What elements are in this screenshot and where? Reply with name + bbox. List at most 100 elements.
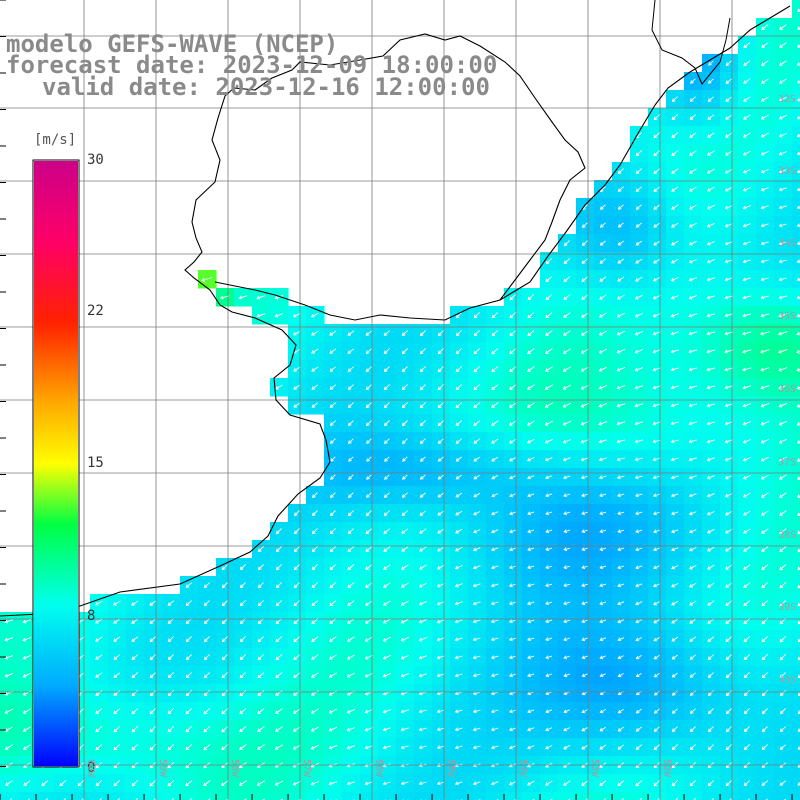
- wind-arrow: [617, 547, 625, 552]
- wind-arrow: [4, 708, 14, 714]
- wind-arrow: [473, 438, 481, 444]
- wind-arrow: [167, 600, 175, 606]
- wind-arrow: [742, 277, 751, 282]
- wind-arrow: [563, 529, 571, 534]
- colorbar-step: [34, 655, 78, 657]
- wind-arrow: [149, 600, 157, 606]
- wind-arrow: [526, 366, 535, 372]
- wind-arrow: [778, 313, 788, 318]
- colorbar-step: [34, 439, 78, 441]
- wind-arrow: [171, 797, 175, 800]
- wind-arrow: [328, 708, 337, 714]
- wind-arrow: [383, 330, 390, 336]
- wind-arrow: [455, 330, 462, 337]
- colorbar-step: [34, 739, 78, 741]
- wind-arrow: [545, 493, 553, 498]
- colorbar-step: [34, 417, 78, 419]
- wind-arrow: [401, 330, 408, 336]
- wind-arrow: [653, 204, 661, 210]
- wind-arrow: [779, 24, 787, 30]
- wind-arrow: [706, 349, 716, 354]
- wind-cell: [792, 144, 800, 163]
- wind-arrow: [779, 563, 787, 571]
- wind-arrow: [562, 439, 571, 444]
- colorbar-step: [34, 332, 78, 334]
- colorbar-step: [34, 438, 78, 440]
- wind-arrow: [796, 386, 800, 390]
- wind-arrow: [598, 366, 607, 372]
- colorbar-step: [34, 745, 78, 747]
- colorbar-step: [34, 371, 78, 373]
- wind-arrow: [293, 672, 301, 679]
- colorbar-step: [34, 357, 78, 359]
- wind-arrow: [472, 565, 481, 570]
- lat-label: 40S: [777, 675, 796, 686]
- wind-arrow: [707, 726, 714, 733]
- wind-arrow: [635, 529, 643, 534]
- wind-arrow: [256, 313, 266, 318]
- wind-arrow: [635, 240, 643, 246]
- colorbar-step: [34, 762, 78, 764]
- colorbar-step: [34, 689, 78, 691]
- colorbar-tick-15: 15: [87, 455, 104, 471]
- wind-arrow: [581, 222, 588, 228]
- colorbar-step: [34, 244, 78, 246]
- wind-arrow: [688, 439, 697, 444]
- colorbar-step: [34, 402, 78, 404]
- colorbar-step: [34, 404, 78, 406]
- wind-arrow: [544, 420, 553, 426]
- colorbar-step: [34, 265, 78, 267]
- wind-arrow: [400, 727, 409, 732]
- wind-arrow: [225, 798, 229, 800]
- colorbar-step: [34, 392, 78, 394]
- wind-arrow: [328, 726, 337, 732]
- wind-arrow: [653, 168, 661, 175]
- wind-arrow: [491, 311, 499, 319]
- wind-arrow: [707, 744, 714, 751]
- wind-arrow: [346, 781, 355, 786]
- colorbar-step: [34, 737, 78, 739]
- wind-arrow: [706, 511, 715, 516]
- wind-arrow: [527, 655, 535, 660]
- colorbar-step: [34, 630, 78, 632]
- wind-arrow: [189, 798, 193, 800]
- wind-arrow: [742, 168, 751, 174]
- wind-arrow: [329, 546, 337, 553]
- wind-arrow: [675, 797, 679, 800]
- colorbar-step: [34, 360, 78, 362]
- wind-arrow: [472, 673, 481, 678]
- wind-arrow: [689, 636, 697, 642]
- wind-arrow: [346, 727, 355, 732]
- wind-arrow: [778, 402, 788, 408]
- wind-arrow: [329, 438, 336, 444]
- colorbar-step: [34, 440, 78, 442]
- wind-arrow: [472, 709, 481, 714]
- wind-arrow: [760, 132, 769, 138]
- wind-arrow: [99, 797, 103, 800]
- colorbar-step: [34, 669, 78, 671]
- colorbar-step: [34, 742, 78, 744]
- wind-arrow: [761, 726, 768, 733]
- colorbar-step: [34, 331, 78, 333]
- colorbar-step: [34, 288, 78, 290]
- wind-arrow: [239, 582, 246, 589]
- colorbar-step: [34, 716, 78, 718]
- wind-arrow: [598, 330, 607, 336]
- wind-arrow: [742, 510, 751, 516]
- wind-arrow: [509, 329, 517, 337]
- colorbar-step: [34, 478, 78, 480]
- wind-arrow: [491, 438, 499, 444]
- colorbar-step: [34, 581, 78, 583]
- wind-arrow: [22, 637, 32, 642]
- wind-arrow: [490, 583, 499, 588]
- colorbar-step: [34, 453, 78, 455]
- colorbar-step: [34, 447, 78, 449]
- wind-arrow: [365, 492, 372, 498]
- wind-arrow: [95, 708, 103, 715]
- colorbar-step: [34, 426, 78, 428]
- wind-cell: [792, 180, 800, 199]
- wind-arrow: [401, 474, 408, 480]
- wind-arrow: [581, 655, 588, 660]
- colorbar-step: [34, 432, 78, 434]
- colorbar-step: [34, 764, 78, 766]
